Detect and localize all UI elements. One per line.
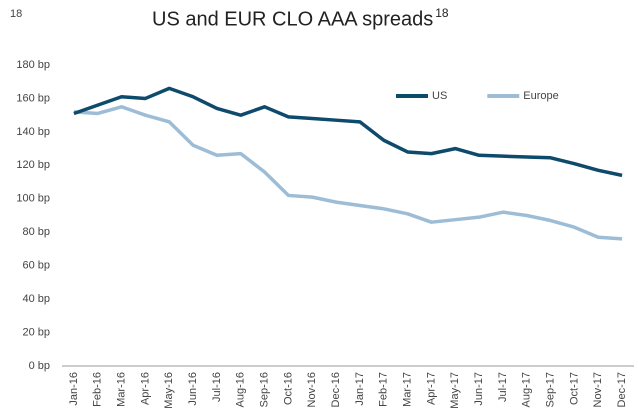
y-tick-label: 40 bp bbox=[22, 293, 50, 305]
x-tick-label: May-17 bbox=[449, 372, 461, 409]
y-tick-label: 120 bp bbox=[16, 159, 50, 171]
x-tick-label: May-16 bbox=[163, 372, 175, 409]
y-tick-label: 100 bp bbox=[16, 193, 50, 205]
series-line bbox=[73, 86, 623, 178]
x-tick-label: Jul-16 bbox=[211, 372, 223, 402]
x-tick-label: Nov-17 bbox=[592, 372, 604, 407]
y-tick-label: 140 bp bbox=[16, 126, 50, 138]
x-tick-label: Dec-17 bbox=[616, 372, 628, 407]
x-tick-label: Apr-17 bbox=[425, 372, 437, 405]
x-tick-label: Oct-16 bbox=[282, 372, 294, 405]
y-tick-label: 60 bp bbox=[22, 260, 50, 272]
x-tick-label: Feb-16 bbox=[92, 372, 104, 407]
legend-label: US bbox=[432, 90, 447, 102]
x-tick-label: Mar-17 bbox=[401, 372, 413, 407]
chart-title: US and EUR CLO AAA spreads bbox=[152, 8, 433, 30]
x-tick-label: Dec-16 bbox=[330, 372, 342, 407]
y-tick-label: 20 bp bbox=[22, 326, 50, 338]
x-tick-label: Mar-16 bbox=[115, 372, 127, 407]
x-tick-label: Aug-17 bbox=[521, 372, 533, 407]
x-tick-label: Feb-17 bbox=[378, 372, 390, 407]
x-tick-label: Jun-16 bbox=[187, 372, 199, 406]
title-superscript: 18 bbox=[435, 6, 449, 20]
x-tick-label: Sep-17 bbox=[544, 372, 556, 407]
x-tick-label: Aug-16 bbox=[235, 372, 247, 407]
series-line bbox=[73, 105, 623, 241]
legend-label: Europe bbox=[523, 90, 558, 102]
y-tick-label: 80 bp bbox=[22, 226, 50, 238]
page-number: 18 bbox=[10, 8, 22, 20]
x-tick-label: Jun-17 bbox=[473, 372, 485, 406]
x-tick-label: Nov-16 bbox=[306, 372, 318, 407]
x-tick-label: Apr-16 bbox=[139, 372, 151, 405]
x-tick-label: Oct-17 bbox=[568, 372, 580, 405]
x-tick-label: Jul-17 bbox=[497, 372, 509, 402]
y-tick-label: 160 bp bbox=[16, 92, 50, 104]
y-tick-label: 0 bp bbox=[29, 360, 50, 372]
x-tick-label: Jan-16 bbox=[68, 372, 80, 406]
y-tick-label: 180 bp bbox=[16, 59, 50, 71]
x-tick-label: Jan-17 bbox=[354, 372, 366, 406]
x-tick-label: Sep-16 bbox=[258, 372, 270, 407]
